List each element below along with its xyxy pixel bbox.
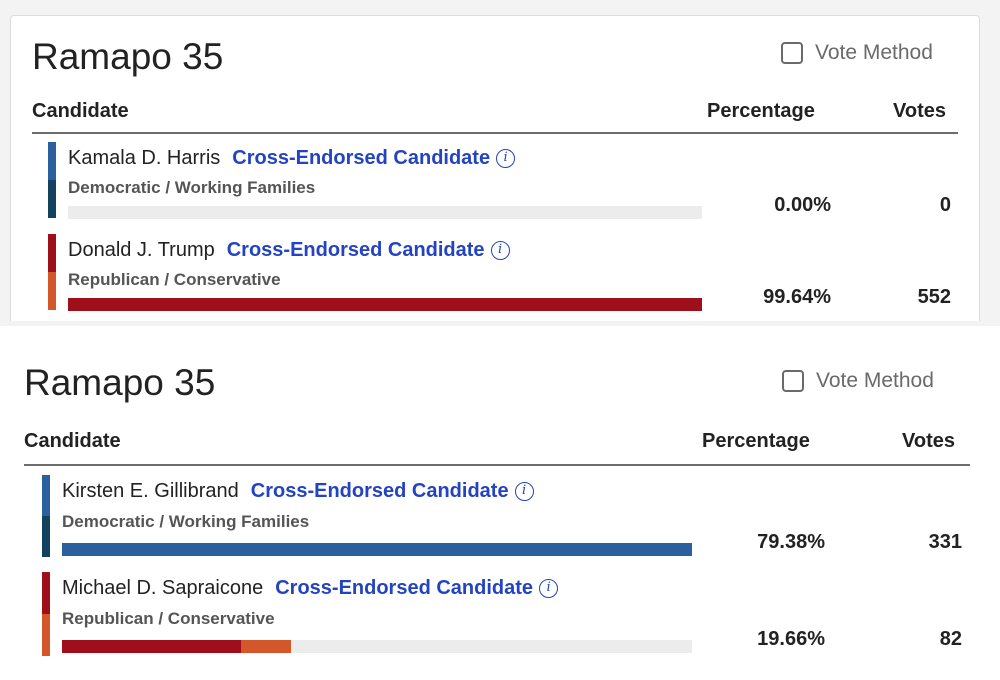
- party-stripe-secondary: [42, 614, 50, 656]
- candidate-name: Kamala D. Harris: [68, 147, 221, 169]
- checkbox-icon[interactable]: [782, 370, 804, 392]
- candidate-votes: 82: [939, 628, 962, 650]
- checkbox-icon[interactable]: [781, 42, 803, 64]
- candidate-party: Democratic / Working Families: [62, 512, 310, 531]
- precinct-title: Ramapo 35: [24, 362, 216, 403]
- header-percentage: Percentage: [702, 430, 810, 452]
- header-candidate: Candidate: [32, 100, 129, 122]
- info-icon[interactable]: i: [514, 482, 534, 501]
- candidate-percentage: 19.66%: [757, 628, 825, 650]
- vote-method-label: Vote Method: [816, 369, 934, 392]
- candidate-percentage: 99.64%: [763, 286, 831, 308]
- vote-share-fill-primary: [62, 640, 241, 653]
- candidate-row: Michael D. Sapraicone Cross-Endorsed Can…: [42, 572, 970, 656]
- vote-share-bar: [62, 543, 692, 556]
- vote-method-toggle[interactable]: Vote Method: [781, 41, 933, 65]
- header-percentage: Percentage: [707, 100, 815, 122]
- vote-method-toggle[interactable]: Vote Method: [782, 369, 934, 393]
- party-stripe-primary: [48, 142, 56, 180]
- vote-method-label: Vote Method: [815, 41, 933, 64]
- vote-share-bar: [62, 640, 692, 653]
- candidate-row: Kirsten E. Gillibrand Cross-Endorsed Can…: [42, 475, 970, 557]
- info-icon[interactable]: i: [539, 579, 559, 598]
- candidate-votes: 0: [939, 194, 951, 216]
- cross-endorsed-link[interactable]: Cross-Endorsed Candidate: [275, 577, 534, 599]
- results-panel-1: Ramapo 35 Vote Method Candidate Percenta…: [10, 15, 980, 321]
- header-votes: Votes: [902, 430, 955, 452]
- party-stripe-primary: [48, 234, 56, 272]
- cross-endorsed-link[interactable]: Cross-Endorsed Candidate: [226, 239, 485, 261]
- candidate-party: Republican / Conservative: [68, 270, 281, 289]
- party-stripe-secondary: [48, 272, 56, 310]
- candidate-percentage: 0.00%: [774, 194, 831, 216]
- candidate-name: Kirsten E. Gillibrand: [62, 480, 239, 502]
- candidate-name: Michael D. Sapraicone: [62, 577, 264, 599]
- candidate-party: Democratic / Working Families: [68, 178, 316, 197]
- party-stripe-secondary: [42, 516, 50, 557]
- candidate-row: Kamala D. Harris Cross-Endorsed Candidat…: [48, 142, 958, 219]
- results-panel-2: Ramapo 35 Vote Method Candidate Percenta…: [0, 326, 1000, 680]
- candidate-name: Donald J. Trump: [68, 239, 215, 261]
- info-icon[interactable]: i: [496, 149, 516, 168]
- header-votes: Votes: [893, 100, 946, 122]
- candidate-party: Republican / Conservative: [62, 609, 275, 628]
- candidate-votes: 552: [917, 286, 951, 308]
- candidate-row: Donald J. Trump Cross-Endorsed Candidate…: [48, 234, 958, 311]
- party-stripe-primary: [42, 475, 50, 516]
- candidate-percentage: 79.38%: [757, 531, 825, 553]
- vote-share-fill-primary: [68, 298, 702, 311]
- vote-share-bar: [68, 206, 702, 219]
- cross-endorsed-link[interactable]: Cross-Endorsed Candidate: [250, 480, 509, 502]
- header-candidate: Candidate: [24, 430, 121, 452]
- vote-share-fill-primary: [62, 543, 692, 556]
- info-icon[interactable]: i: [490, 241, 510, 260]
- header-divider: [24, 464, 970, 466]
- precinct-title: Ramapo 35: [32, 36, 224, 77]
- cross-endorsed-link[interactable]: Cross-Endorsed Candidate: [232, 147, 491, 169]
- party-stripe-primary: [42, 572, 50, 614]
- header-divider: [32, 132, 958, 134]
- vote-share-bar: [68, 298, 702, 311]
- vote-share-fill-secondary: [240, 640, 292, 653]
- candidate-votes: 331: [928, 531, 962, 553]
- party-stripe-secondary: [48, 180, 56, 218]
